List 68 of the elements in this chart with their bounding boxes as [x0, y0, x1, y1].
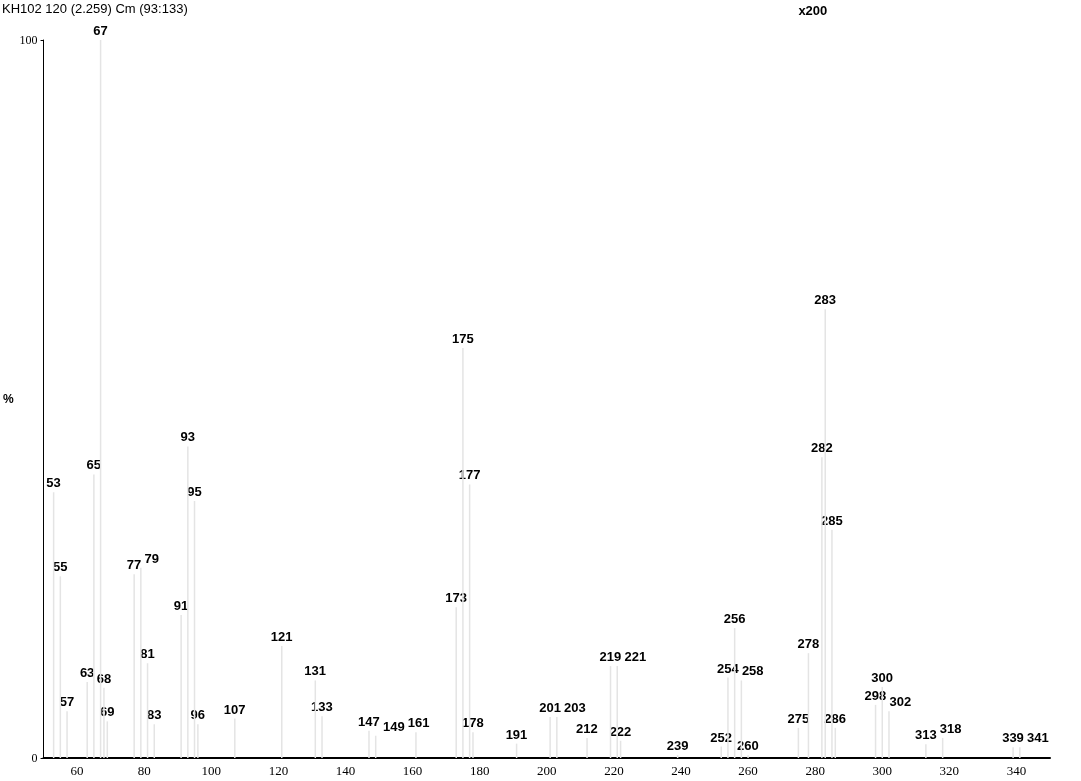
annotation: 201 — [539, 700, 561, 716]
x-tick-label: 60 — [70, 763, 84, 778]
annotation: 177 — [458, 467, 481, 483]
annotation: 65 — [86, 457, 102, 473]
annotation: 147 — [358, 713, 380, 729]
annotation: 63 — [79, 664, 95, 680]
annotation: 298 — [864, 687, 887, 703]
annotation: 221 — [624, 649, 647, 665]
annotation: 67 — [93, 23, 108, 38]
annotation: 313 — [914, 727, 937, 743]
annotation: 95 — [187, 483, 202, 499]
annotation: 79 — [144, 550, 159, 566]
annotation: 91 — [173, 598, 189, 614]
annotation: 173 — [445, 590, 467, 606]
x-tick-label: 220 — [604, 763, 624, 778]
annotation: 191 — [505, 726, 528, 742]
x-tick-label: 340 — [1006, 763, 1027, 778]
annotation: 81 — [140, 646, 155, 662]
annotation: 121 — [270, 628, 293, 644]
annotation: 283 — [814, 292, 836, 308]
annotation: 254 — [716, 660, 740, 676]
annotation: 57 — [59, 694, 75, 710]
annotation: 275 — [787, 710, 810, 726]
annotation: 55 — [53, 559, 68, 575]
text: x200 — [798, 3, 828, 18]
annotation: 256 — [723, 611, 746, 627]
annotation: 77 — [126, 557, 142, 573]
x-tick-label: 160 — [402, 763, 423, 778]
x-tick-label: 140 — [335, 763, 356, 778]
x-tick-label: 240 — [671, 763, 691, 778]
annotation: 149 — [382, 718, 405, 734]
x-tick-label: 100 — [201, 763, 222, 778]
annotation: 286 — [824, 710, 847, 726]
annotation: 260 — [737, 738, 759, 754]
annotation: 219 — [599, 649, 622, 665]
annotation: 53 — [46, 475, 61, 491]
x-tick-label: 200 — [537, 763, 557, 778]
y-tick-label: 0 — [31, 751, 38, 765]
x-tick-label: 320 — [939, 763, 960, 778]
annotation: 318 — [939, 720, 962, 736]
annotation: 222 — [609, 723, 632, 739]
annotation: 69 — [100, 704, 115, 720]
annotation: 341 — [1027, 730, 1049, 746]
annotation: 161 — [407, 715, 430, 731]
x-tick-label: 260 — [738, 763, 758, 778]
annotation: 252 — [710, 729, 732, 745]
annotation: 258 — [741, 663, 764, 679]
x-tick-label: 80 — [137, 763, 151, 778]
annotation: 203 — [564, 700, 586, 716]
x-tick-label: 120 — [268, 763, 289, 778]
chart-title: KH102 120 (2.259) Cm (93:133) — [2, 1, 188, 16]
annotation: 282 — [810, 440, 833, 456]
y-axis-title: % — [3, 392, 14, 406]
annotation: 300 — [871, 669, 894, 685]
annotation: 212 — [576, 720, 598, 736]
annotation: 178 — [462, 715, 484, 731]
annotation: 107 — [223, 701, 246, 717]
x-tick-label: 280 — [805, 763, 825, 778]
annotation: 239 — [666, 738, 689, 754]
annotation: 93 — [180, 429, 195, 445]
annotation: 302 — [889, 694, 912, 710]
annotation: 175 — [451, 331, 474, 347]
annotation: 83 — [146, 707, 162, 723]
x-tick-label: 300 — [872, 763, 893, 778]
annotation: 131 — [304, 663, 327, 679]
annotation: 278 — [797, 636, 820, 652]
x-tick-label: 180 — [469, 763, 490, 778]
annotation: 339 — [1002, 730, 1024, 746]
